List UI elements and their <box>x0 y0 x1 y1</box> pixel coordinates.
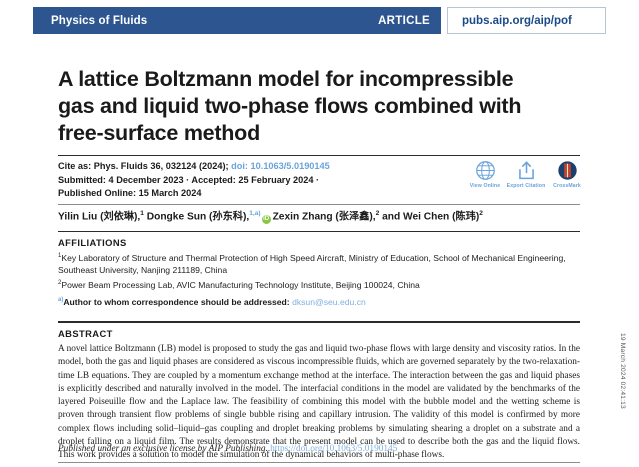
author-1-name: Yilin Liu (刘依琳), <box>58 211 141 223</box>
author-4-name: and Wei Chen (陈玮) <box>379 211 480 223</box>
article-type-label: ARTICLE <box>378 14 430 27</box>
author-2-name: Dongke Sun (孙东科), <box>143 211 250 223</box>
affiliations-heading: AFFILIATIONS <box>58 237 127 248</box>
globe-icon <box>475 161 495 180</box>
author-2-affil-marker[interactable]: 1,a) <box>249 210 261 217</box>
abstract-license: Published under an exclusive license by … <box>58 444 580 454</box>
affiliation-item: 2Power Beam Processing Lab, AVIC Manufac… <box>58 279 568 291</box>
corresponding-label: Author to whom correspondence should be … <box>63 297 293 307</box>
author-1-affil-marker: 1 <box>140 210 144 217</box>
citation-rule-bottom <box>58 204 580 205</box>
affiliation-text: Key Laboratory of Structure and Thermal … <box>58 253 566 276</box>
cite-volume: 36 <box>150 161 161 171</box>
corresponding-email[interactable]: dksun@seu.edu.cn <box>292 297 366 307</box>
corresponding-marker: a) <box>58 297 64 304</box>
author-list: Yilin Liu (刘依琳),1 Dongke Sun (孙东科),1,a)i… <box>58 210 583 225</box>
doi-link[interactable]: doi: 10.1063/5.0190145 <box>231 161 330 171</box>
crossmark-label: CrossMark <box>553 183 581 189</box>
cite-as-rest: , 032124 (2024); <box>160 161 232 171</box>
license-doi-link[interactable]: https://doi.org/10.1063/5.0190145 <box>270 444 398 454</box>
export-citation-label: Export Citation <box>506 183 546 189</box>
journal-name: Physics of Fluids <box>51 14 148 27</box>
export-citation-action[interactable]: Export Citation <box>507 160 545 189</box>
citation-rule-top <box>58 155 580 156</box>
abstract-rule-top <box>58 321 580 323</box>
journal-url: pubs.aip.org/aip/pof <box>462 14 572 27</box>
journal-header-bar: Physics of Fluids ARTICLE <box>33 7 441 34</box>
affiliations-rule-top <box>58 231 580 232</box>
cite-as-line: Cite as: Phys. Fluids 36, 032124 (2024);… <box>58 160 458 174</box>
author-4-affil-marker: 2 <box>479 210 483 217</box>
crossmark-icon <box>557 161 577 180</box>
page-title: A lattice Boltzmann model for incompress… <box>58 67 522 146</box>
export-citation-icon <box>518 161 534 180</box>
submitted-line: Submitted: 4 December 2023 · Accepted: 2… <box>58 174 320 185</box>
abstract-heading: ABSTRACT <box>58 328 113 339</box>
affiliation-item: 1Key Laboratory of Structure and Thermal… <box>58 252 568 276</box>
download-timestamp: 19 March 2024 02:41:13 <box>619 333 626 409</box>
abstract-body: A novel lattice Boltzmann (LB) model is … <box>58 344 580 461</box>
affiliation-marker: 2 <box>58 280 62 287</box>
affiliation-marker: 1 <box>58 253 62 260</box>
journal-url-box[interactable]: pubs.aip.org/aip/pof <box>447 7 606 34</box>
article-actions: View Online Export Citation CrossMark <box>466 160 586 189</box>
view-online-label: View Online <box>469 183 501 189</box>
author-3-name: Zexin Zhang (张泽鑫), <box>272 211 376 223</box>
cite-as-prefix: Cite as: Phys. Fluids <box>58 161 151 171</box>
view-online-action[interactable]: View Online <box>466 160 504 189</box>
license-text: Published under an exclusive license by … <box>58 444 271 454</box>
affiliations-list: 1Key Laboratory of Structure and Thermal… <box>58 252 568 295</box>
affiliation-text: Power Beam Processing Lab, AVIC Manufact… <box>61 280 420 291</box>
corresponding-author-note: a)Author to whom correspondence should b… <box>58 297 568 307</box>
author-3-affil-marker: 2 <box>375 210 380 217</box>
crossmark-action[interactable]: CrossMark <box>548 160 586 189</box>
abstract-rule-bottom <box>58 462 580 463</box>
published-line: Published Online: 15 March 2024 <box>58 188 202 199</box>
citation-block: Cite as: Phys. Fluids 36, 032124 (2024);… <box>58 160 458 201</box>
running-header: Physics of Fluids ARTICLE pubs.aip.org/a… <box>33 7 606 34</box>
orcid-icon[interactable]: iD <box>261 215 271 225</box>
